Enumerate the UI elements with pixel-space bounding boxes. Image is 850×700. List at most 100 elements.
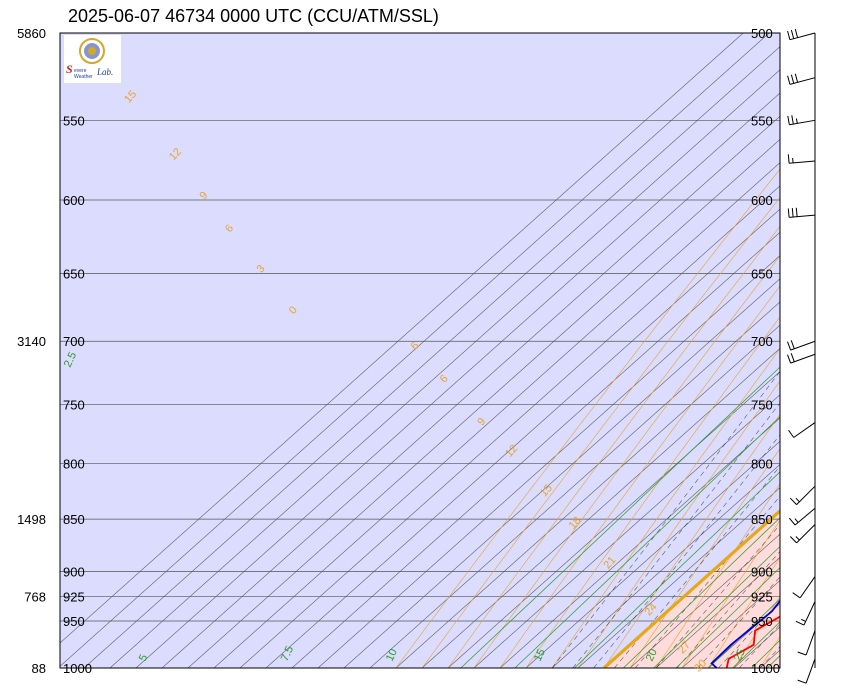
height-label: 88 [32, 661, 46, 676]
pressure-label-left: 750 [63, 397, 85, 412]
dry-adiabat-line [707, 557, 780, 668]
logo: S evere Weather Lab. [64, 35, 121, 83]
svg-text:Weather: Weather [74, 74, 93, 80]
wind-barb [787, 340, 816, 351]
isotherm-line [395, 324, 780, 668]
plot-frame [59, 32, 781, 669]
mixing-ratio-line [623, 517, 780, 668]
isotherm-line [239, 185, 780, 668]
dry-adiabat-line [447, 225, 780, 668]
wind-barb [787, 28, 816, 41]
mixing-ratio-label: 20 [644, 647, 660, 663]
pressure-label-left: 600 [63, 193, 85, 208]
sounding-profiles [710, 599, 780, 668]
wind-barb [787, 353, 816, 364]
dry-adiabat-line [629, 448, 780, 668]
isotherm-line [213, 162, 780, 668]
pressure-label-right: 800 [751, 457, 773, 472]
isotherm-line [187, 139, 780, 668]
wind-barb [787, 73, 816, 85]
pressure-label-left: 850 [63, 512, 85, 527]
freezing-isotherm [602, 508, 780, 668]
pressure-label-right: 600 [751, 193, 773, 208]
pressure-label-left: 1000 [63, 661, 92, 676]
pressure-label-left: 700 [63, 334, 85, 349]
dry-adiabat-line [421, 196, 780, 668]
dry-adiabat-line [499, 285, 780, 668]
wind-barb [787, 115, 816, 126]
moist-adiabat-line [572, 402, 780, 668]
pressure-label-right: 950 [751, 614, 773, 629]
mixing-ratio-line [460, 366, 780, 668]
wind-barb [787, 207, 816, 218]
pressure-label-left: 800 [63, 457, 85, 472]
isotherm-line [786, 33, 850, 668]
wind-barb [797, 630, 816, 656]
svg-text:evere: evere [74, 68, 87, 74]
isotherm-line [343, 278, 780, 668]
height-label: 3140 [17, 334, 46, 349]
wind-barb [789, 485, 816, 505]
wind-barb [788, 422, 816, 438]
moist-adiabat-line [551, 370, 780, 668]
isotherm-line [525, 440, 780, 668]
pressure-label-left: 925 [63, 590, 85, 605]
plot-border [59, 32, 781, 669]
pressure-label-right: 550 [751, 113, 773, 128]
pressure-label-left: 650 [63, 266, 85, 281]
mixing-ratio-line [514, 416, 780, 668]
mixing-ratio-line [574, 471, 780, 668]
pressure-label-right: 650 [751, 266, 773, 281]
isotherm-line [421, 347, 780, 668]
isotherm-line [83, 46, 780, 668]
dewpoint-profile [710, 599, 780, 668]
pressure-label-right: 750 [751, 397, 773, 412]
pressure-label-right: 925 [751, 590, 773, 605]
isotherm-line [577, 487, 780, 668]
height-label: 5860 [17, 26, 46, 41]
isotherm-line [135, 92, 780, 668]
wind-barb [787, 154, 816, 164]
svg-text:Lab.: Lab. [96, 67, 113, 77]
isotherm-line [838, 33, 850, 668]
temperature-profile [725, 615, 780, 668]
mixing-ratio-label: 2.5 [62, 350, 79, 369]
pressure-label-left: 900 [63, 564, 85, 579]
isotherm-line [317, 255, 780, 668]
isotherm-line [60, 33, 770, 667]
isotherm-line [447, 371, 780, 668]
isotherm-line [473, 394, 780, 668]
dry-adiabat-line [655, 483, 780, 668]
chart-title: 2025-06-07 46734 0000 UTC (CCU/ATM/SSL) [68, 6, 439, 26]
height-label: 768 [24, 590, 46, 605]
svg-text:S: S [66, 62, 73, 76]
mixing-ratio-line [653, 545, 780, 668]
mixing-ratio-label: 10 [384, 647, 400, 663]
isotherm-line [499, 417, 780, 668]
moist-adiabat-line [802, 24, 850, 668]
pressure-label-right: 900 [751, 564, 773, 579]
mixing-ratio-label: 7.5 [279, 644, 296, 663]
pressure-label-right: 850 [751, 512, 773, 527]
isotherm-line [161, 115, 780, 668]
isotherm-line [655, 556, 780, 668]
pressure-label-left: 950 [63, 614, 85, 629]
dry-adiabat-line [473, 255, 780, 668]
isotherm-line [551, 464, 780, 668]
dry-adiabat-line [838, 33, 850, 668]
isotherm-line [629, 533, 780, 668]
wind-barb [795, 601, 816, 626]
wind-barbs [787, 28, 816, 684]
dry-adiabat-line [681, 519, 780, 668]
dry-adiabat-line [551, 348, 780, 668]
pressure-label-right: 700 [751, 334, 773, 349]
isotherm-line [60, 33, 744, 644]
pressure-label-left: 550 [63, 113, 85, 128]
mixing-ratio-label: 25 [732, 647, 748, 663]
mixing-ratio-label: 5 [137, 653, 150, 664]
pressure-label-right: 1000 [751, 661, 780, 676]
isotherm-line [291, 231, 780, 668]
dry-adiabat-line [577, 380, 780, 668]
dry-adiabat-line [786, 33, 850, 668]
